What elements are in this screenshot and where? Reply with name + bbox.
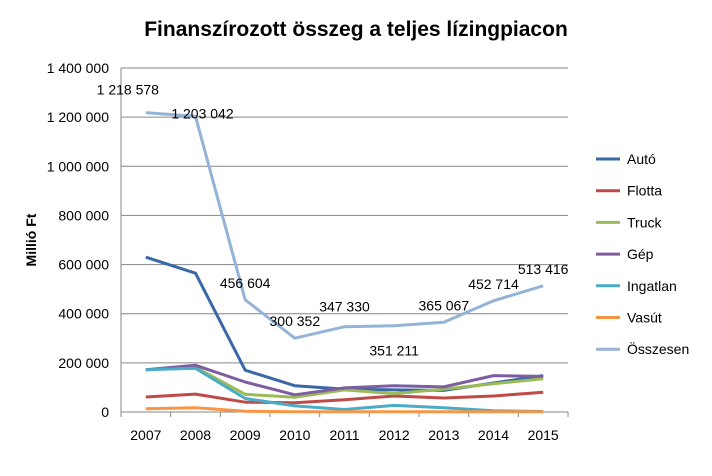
- y-tick-label: 0: [101, 404, 109, 420]
- data-label: 1 203 042: [171, 105, 233, 121]
- data-label: 452 714: [468, 276, 519, 292]
- data-label: 1 218 578: [97, 82, 159, 98]
- data-label: 365 067: [419, 297, 470, 313]
- data-label: 456 604: [220, 275, 271, 291]
- legend-label: Ingatlan: [627, 278, 677, 294]
- legend-label: Összesen: [627, 340, 689, 357]
- y-axis-label: Millió Ft: [23, 213, 39, 266]
- legend-label: Gép: [627, 246, 654, 262]
- x-tick-label: 2009: [230, 427, 261, 443]
- series-line: [145, 390, 544, 405]
- y-tick-label: 200 000: [58, 355, 109, 371]
- y-tick-label: 1 200 000: [47, 109, 109, 125]
- x-tick-label: 2008: [180, 427, 211, 443]
- x-tick-label: 2014: [478, 427, 509, 443]
- x-tick-label: 2010: [279, 427, 310, 443]
- data-label: 347 330: [319, 299, 370, 315]
- x-tick-label: 2007: [130, 427, 161, 443]
- x-tick-label: 2012: [379, 427, 410, 443]
- x-tick-label: 2013: [428, 427, 459, 443]
- legend-label: Truck: [627, 214, 662, 230]
- y-tick-label: 1 000 000: [47, 158, 109, 174]
- legend-label: Vasút: [627, 310, 662, 326]
- data-label: 351 211: [369, 343, 419, 359]
- data-label: 513 416: [518, 261, 569, 277]
- legend-label: Autó: [627, 151, 656, 167]
- series-line: [145, 366, 544, 413]
- chart-title: Finanszírozott összeg a teljes lízingpia…: [144, 18, 568, 41]
- y-tick-label: 800 000: [58, 207, 109, 223]
- legend-label: Flotta: [627, 183, 662, 199]
- series-line: [145, 111, 544, 340]
- series-line: [145, 365, 544, 399]
- y-tick-label: 1 400 000: [47, 60, 109, 76]
- x-tick-label: 2011: [329, 427, 359, 443]
- series-line: [145, 363, 544, 397]
- series-line: [145, 406, 544, 414]
- y-tick-label: 400 000: [58, 306, 109, 322]
- x-tick-label: 2015: [528, 427, 559, 443]
- y-tick-label: 600 000: [58, 257, 109, 273]
- data-label: 300 352: [270, 313, 321, 329]
